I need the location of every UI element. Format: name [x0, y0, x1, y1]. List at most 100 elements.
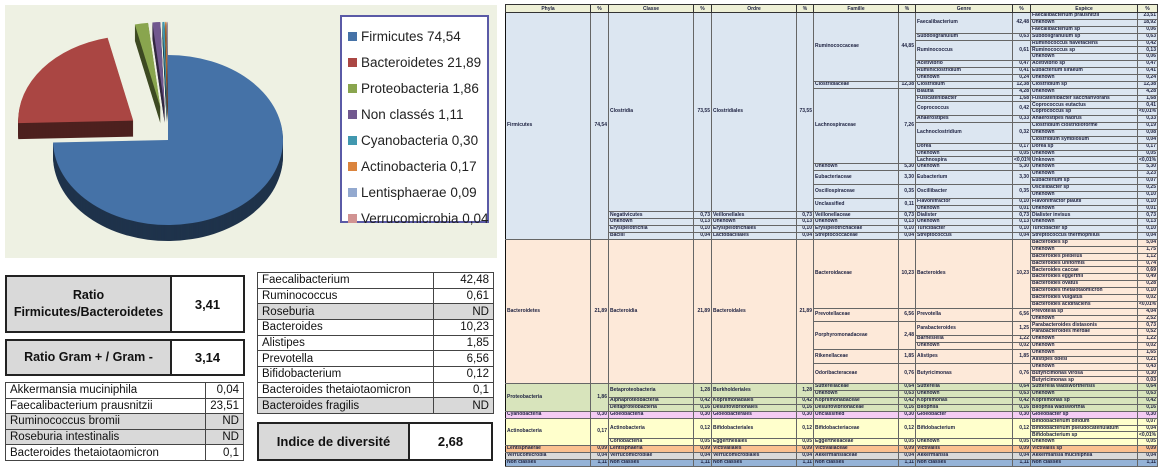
column-header: Genre — [915, 4, 1013, 13]
column-header: Espèce — [1030, 4, 1138, 13]
class-name: Actinobacteria — [608, 417, 694, 440]
family-percent: 0,10 — [898, 225, 916, 233]
species-name: Bifidobacterium sp — [1030, 431, 1138, 440]
family-name: Eggerthellaceae — [813, 438, 899, 447]
genus-percent: 5,30 — [1012, 163, 1031, 172]
genus-name: Dorea — [915, 142, 1013, 151]
order-percent: 0,10 — [796, 225, 814, 233]
species-name: Bacteroides sp — [1030, 238, 1138, 247]
legend-label: Actinobacteria 0,17 — [361, 158, 477, 174]
family-name: Erysipelotrichaceae — [813, 225, 899, 233]
column-header: Classe — [608, 4, 694, 13]
phyla-pie-chart-panel: Firmicutes 74,54 Bacteroidetes 21,89 Pro… — [5, 5, 497, 258]
order-name: Bacteroidales — [711, 238, 797, 385]
ratio-gram: Ratio Gram + / Gram - 3,14 — [5, 339, 245, 376]
species-percent: <0,01% — [1137, 108, 1158, 117]
family-name: Non classés — [813, 458, 899, 468]
phylum-percent: 0,04 — [590, 452, 609, 460]
species-percent: 0,06 — [1137, 25, 1158, 34]
taxonomy-row: Cyanobacteria 0,30 Gloeobacteria 0,30 Gloeob… — [505, 410, 1158, 419]
legend-item: Non classés 1,11 — [348, 101, 487, 127]
phylum-percent: 74,54 — [590, 12, 609, 240]
row-value: 0,12 — [433, 365, 494, 383]
genus-name: Sutterella — [915, 383, 1013, 392]
species-name: Alistipes obesi — [1030, 355, 1138, 364]
order-name: Victivallales — [711, 445, 797, 453]
ratio-gram-label: Ratio Gram + / Gram - — [7, 341, 172, 374]
family-percent: 5,30 — [898, 163, 916, 172]
ratio-fb-value: 3,41 — [172, 277, 243, 331]
family-percent: 2,48 — [898, 321, 916, 350]
phylum-name: Lentisphaerae — [505, 445, 591, 453]
table-row: Prevotella 6,56 — [257, 350, 494, 367]
legend-item: Verrucomicrobia 0,04 — [348, 205, 489, 231]
taxonomy-row: Actinobacteria 0,17 Actinobacteria 0,12 Bifi… — [505, 417, 1158, 447]
phylum-name: Actinobacteria — [505, 417, 591, 447]
family-percent: 0,04 — [898, 452, 916, 460]
phylum-name: Firmicutes — [505, 12, 591, 240]
class-percent: 73,55 — [693, 11, 712, 213]
genus-name: Unknown — [915, 390, 1013, 398]
species-name: Unknown — [1030, 335, 1138, 343]
species-name: Clostridium symbiosum — [1030, 135, 1138, 144]
row-value: 1,85 — [433, 334, 494, 352]
species-percent: <0,01% — [1137, 300, 1158, 309]
genus-name: Prevotella — [915, 307, 1013, 323]
order-percent: 73,55 — [796, 11, 814, 213]
family-name: Oscillospiraceae — [813, 183, 899, 199]
phylum-name: Proteobacteria — [505, 383, 591, 412]
genus-name: Eubacterium — [915, 170, 1013, 185]
family-name: Sutterellaceae — [813, 383, 899, 392]
order-percent: 0,04 — [796, 452, 814, 460]
genus-percent: 1,22 — [1012, 335, 1031, 343]
table-row: Faecalibacterium prausnitzii 23,51 — [5, 397, 244, 415]
species-name: Fusicatenibacter saccharivorans — [1030, 94, 1138, 103]
species-name: Bifidobacterium bifidum — [1030, 417, 1138, 426]
class-percent: 1,28 — [693, 383, 712, 398]
species-percent: 0,41 — [1137, 101, 1158, 110]
genus-name: Bacteroides — [915, 238, 1013, 309]
table-row: Bacteroides 10,23 — [257, 318, 494, 336]
species-name: Dorea sp — [1030, 142, 1138, 151]
family-percent: 6,56 — [898, 307, 916, 323]
species-name: Unknown — [1030, 163, 1138, 172]
class-name: Unknown — [608, 218, 694, 227]
taxonomy-row: Firmicutes 74,54 Clostridia 73,55 Clostridia… — [505, 11, 1158, 240]
genus-name: Lachnoclostridium — [915, 122, 1013, 144]
family-percent: 0,04 — [898, 232, 916, 240]
order-percent: 0,13 — [796, 218, 814, 227]
species-percent: 0,63 — [1137, 390, 1158, 398]
species-name: Bacteroides uniformis — [1030, 259, 1138, 268]
family-name: Unknown — [813, 163, 899, 172]
genus-name: Anaerostipes — [915, 115, 1013, 123]
species-name: Faecalibacterium sp — [1030, 25, 1138, 34]
genus-percent: 0,09 — [1012, 445, 1031, 453]
species-percent: 0,69 — [1137, 266, 1158, 275]
genus-name: Gloeobacter — [915, 410, 1013, 419]
legend-label: Firmicutes 74,54 — [361, 28, 461, 44]
legend-label: Non classés 1,11 — [361, 106, 464, 122]
order-name: Gloeobacterales — [711, 410, 797, 419]
species-percent: 0,04 — [1137, 452, 1158, 460]
genus-name: Ruminiclostridium — [915, 67, 1013, 75]
order-percent: 0,16 — [796, 403, 814, 412]
species-name: Butyricimonas virosa — [1030, 369, 1138, 378]
row-name: Bacteroides thetaiotaomicron — [5, 444, 206, 461]
order-name: Kopriimonadales — [711, 397, 797, 405]
phylum-percent: 0,17 — [590, 417, 609, 447]
genus-percent: 6,56 — [1012, 307, 1031, 323]
ratio-firmicutes-bacteroidetes: Ratio Firmicutes/Bacteroidetes 3,41 — [5, 275, 245, 333]
pie-slice-proteobacteria — [134, 22, 161, 124]
species-percent: 0,10 — [1137, 287, 1158, 295]
family-name: Bifidobacteriaceae — [813, 417, 899, 440]
species-percent: 0,09 — [1137, 445, 1158, 453]
table-row: Bacteroides thetaiotaomicron 0,1 — [5, 444, 244, 461]
order-name: Erysipelotrichales — [711, 225, 797, 233]
species-percent: 12,38 — [1137, 80, 1158, 89]
species-percent: 0,73 — [1137, 211, 1158, 220]
row-value: 23,51 — [205, 397, 244, 415]
species-name: Unknown — [1030, 362, 1138, 371]
species-name: Unknown — [1030, 245, 1138, 254]
legend-swatch — [348, 161, 357, 171]
species-percent: 0,43 — [1137, 362, 1158, 371]
